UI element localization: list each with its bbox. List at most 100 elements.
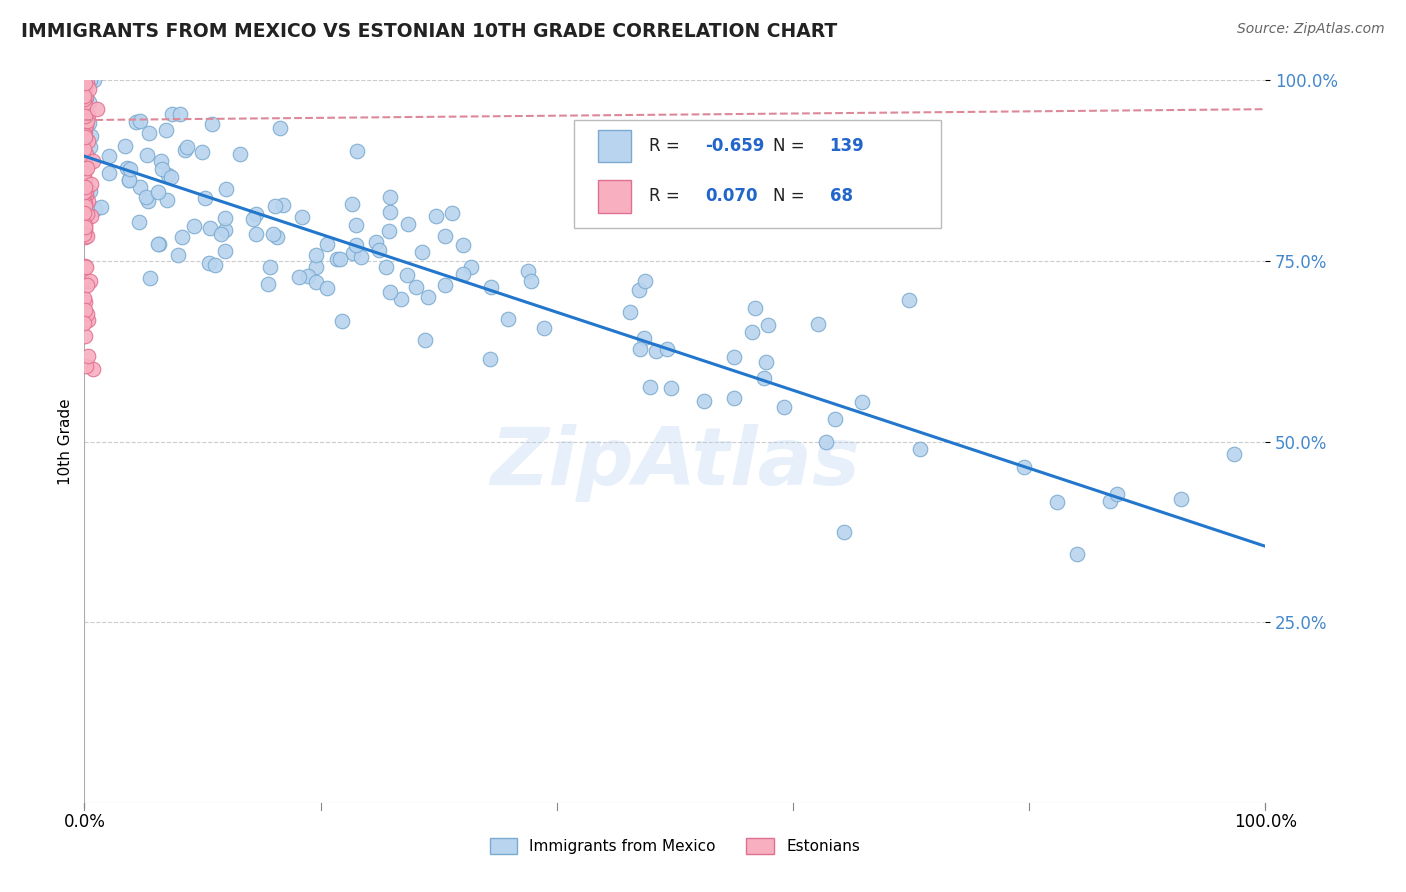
Point — [638, 380, 661, 394]
Point — [73, 92, 96, 106]
Point — [75, 90, 97, 104]
Point — [481, 279, 503, 293]
Point — [1170, 492, 1192, 507]
Point — [136, 194, 159, 208]
Point — [367, 244, 389, 258]
Point — [291, 210, 314, 224]
Point — [73, 206, 96, 220]
Point — [723, 391, 745, 405]
Point — [73, 302, 96, 317]
Point — [824, 411, 846, 425]
Point — [425, 209, 447, 223]
Point — [73, 115, 96, 129]
Point — [118, 173, 141, 187]
Point — [117, 161, 139, 175]
Point — [898, 293, 921, 307]
Point — [135, 190, 157, 204]
Point — [138, 270, 160, 285]
Point — [128, 215, 150, 229]
Point — [80, 128, 103, 143]
Point — [1012, 460, 1035, 475]
Point — [342, 246, 364, 260]
Legend: Immigrants from Mexico, Estonians: Immigrants from Mexico, Estonians — [484, 832, 866, 860]
Point — [75, 230, 97, 244]
Point — [263, 199, 285, 213]
Point — [259, 260, 281, 274]
Point — [346, 238, 368, 252]
Text: -0.659: -0.659 — [706, 136, 765, 155]
Text: R =: R = — [650, 136, 685, 155]
Point — [79, 140, 101, 154]
Point — [741, 326, 763, 340]
Point — [76, 312, 98, 326]
Point — [214, 211, 236, 226]
Point — [82, 153, 104, 168]
Point — [73, 291, 96, 305]
Point — [214, 244, 236, 259]
Point — [80, 178, 103, 192]
Point — [75, 329, 97, 343]
Point — [114, 139, 136, 153]
Text: 0.070: 0.070 — [706, 187, 758, 205]
Point — [271, 198, 294, 212]
Point — [75, 184, 97, 198]
Point — [851, 395, 873, 409]
Point — [832, 525, 855, 540]
Text: Source: ZipAtlas.com: Source: ZipAtlas.com — [1237, 22, 1385, 37]
Point — [628, 342, 651, 356]
Point — [76, 228, 98, 243]
Point — [634, 274, 657, 288]
Text: 68: 68 — [830, 187, 852, 205]
Point — [160, 169, 183, 184]
Point — [183, 219, 205, 233]
Point — [83, 73, 105, 87]
Point — [73, 316, 96, 330]
Point — [75, 106, 97, 120]
Point — [405, 279, 427, 293]
Point — [304, 260, 326, 274]
Point — [79, 274, 101, 288]
Point — [136, 148, 159, 162]
Point — [453, 268, 475, 282]
Text: R =: R = — [650, 187, 690, 205]
Point — [533, 320, 555, 334]
Point — [77, 350, 100, 364]
Point — [517, 264, 540, 278]
Point — [73, 122, 96, 136]
Point — [396, 268, 419, 283]
Point — [645, 344, 668, 359]
Point — [77, 95, 100, 109]
Text: ZipAtlas: ZipAtlas — [489, 425, 860, 502]
Point — [229, 146, 252, 161]
Point — [176, 139, 198, 153]
Point — [73, 80, 96, 95]
Point — [389, 292, 412, 306]
Point — [73, 185, 96, 199]
Point — [200, 117, 222, 131]
Point — [245, 207, 267, 221]
Point — [755, 355, 778, 369]
Point — [167, 248, 190, 262]
Point — [440, 206, 463, 220]
Point — [77, 194, 100, 208]
Point — [79, 73, 101, 87]
Point — [73, 89, 96, 103]
Point — [75, 199, 97, 213]
Point — [433, 228, 456, 243]
Point — [76, 278, 98, 293]
Point — [659, 381, 682, 395]
Point — [82, 362, 104, 376]
Point — [73, 109, 96, 123]
Point — [627, 283, 650, 297]
Point — [73, 81, 96, 95]
Point — [413, 333, 436, 347]
Point — [330, 314, 353, 328]
Point — [149, 153, 172, 168]
Point — [73, 174, 96, 188]
Point — [215, 182, 238, 196]
Point — [744, 301, 766, 316]
Point — [245, 227, 267, 241]
Point — [693, 394, 716, 409]
Point — [73, 220, 96, 235]
Point — [73, 128, 96, 143]
